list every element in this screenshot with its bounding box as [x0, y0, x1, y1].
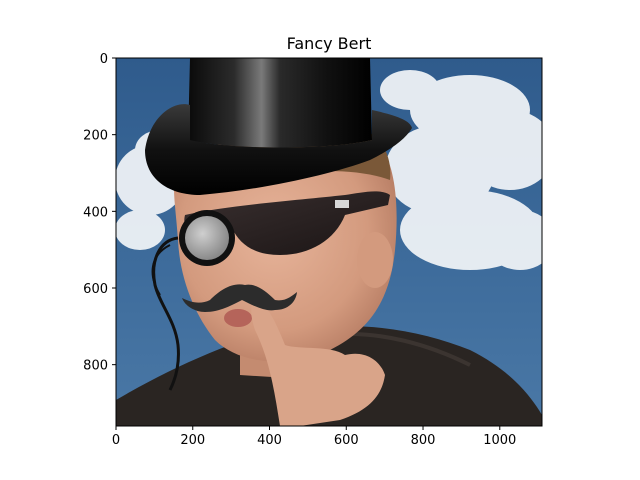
x-axis: 0 200 400 600 800 1000 [112, 426, 516, 448]
y-tick-label: 600 [83, 282, 108, 297]
y-tick-label: 800 [83, 359, 108, 374]
x-tick-label: 200 [180, 433, 205, 448]
x-tick-label: 1000 [483, 433, 516, 448]
x-tick-label: 600 [334, 433, 359, 448]
y-tick-label: 200 [83, 129, 108, 144]
ear [357, 232, 393, 288]
top-hat-crown [188, 58, 372, 148]
x-tick-label: 400 [257, 433, 282, 448]
x-tick-label: 800 [411, 433, 436, 448]
mustache [182, 284, 297, 312]
mouth [224, 309, 252, 327]
hand [251, 300, 385, 426]
y-tick-label: 0 [100, 52, 108, 67]
chart-title: Fancy Bert [287, 34, 372, 53]
monocle-cord [152, 236, 180, 391]
axes-frame [115, 57, 543, 427]
y-axis: 0 200 400 600 800 [83, 52, 116, 374]
y-tick-label: 400 [83, 205, 108, 220]
image-area [116, 58, 542, 426]
x-tick-label: 0 [112, 433, 120, 448]
top-hat-brim [145, 104, 412, 195]
